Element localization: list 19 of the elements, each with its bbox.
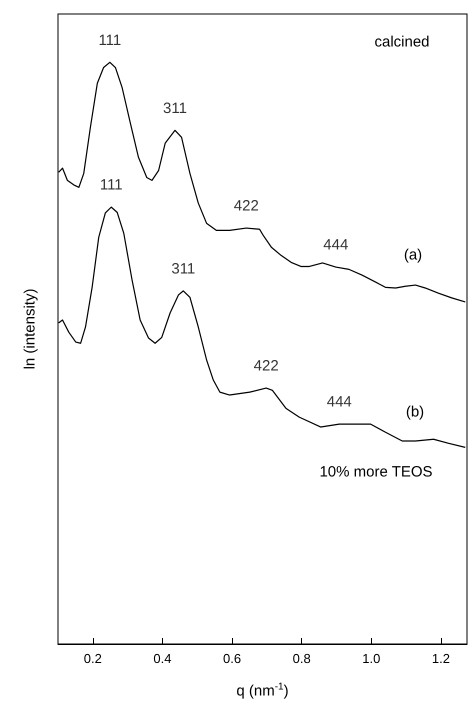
- annotation: 111: [98, 32, 122, 49]
- annotation: 311: [162, 100, 187, 117]
- annotation: 444: [326, 394, 352, 411]
- annotation: 444: [323, 236, 348, 254]
- x-tick-label: 1.2: [432, 651, 450, 666]
- annotation: 422: [254, 358, 279, 375]
- x-tick-label: 0.4: [153, 651, 172, 666]
- x-tick-label: 0.8: [292, 651, 311, 666]
- annotation: (b): [406, 404, 424, 420]
- annotation: (a): [404, 246, 422, 264]
- text: calcined: [374, 34, 430, 50]
- x-tick-label: 1.0: [362, 651, 380, 666]
- annotation: 111: [100, 176, 123, 194]
- y-axis-title: ln (intensity): [22, 288, 38, 370]
- x-tick-label: 0.2: [84, 651, 102, 666]
- annotation: 311: [171, 260, 196, 278]
- annotation: 422: [234, 198, 259, 215]
- x-tick-label: 0.6: [223, 651, 242, 666]
- annotation: 10% more TEOS: [319, 464, 433, 480]
